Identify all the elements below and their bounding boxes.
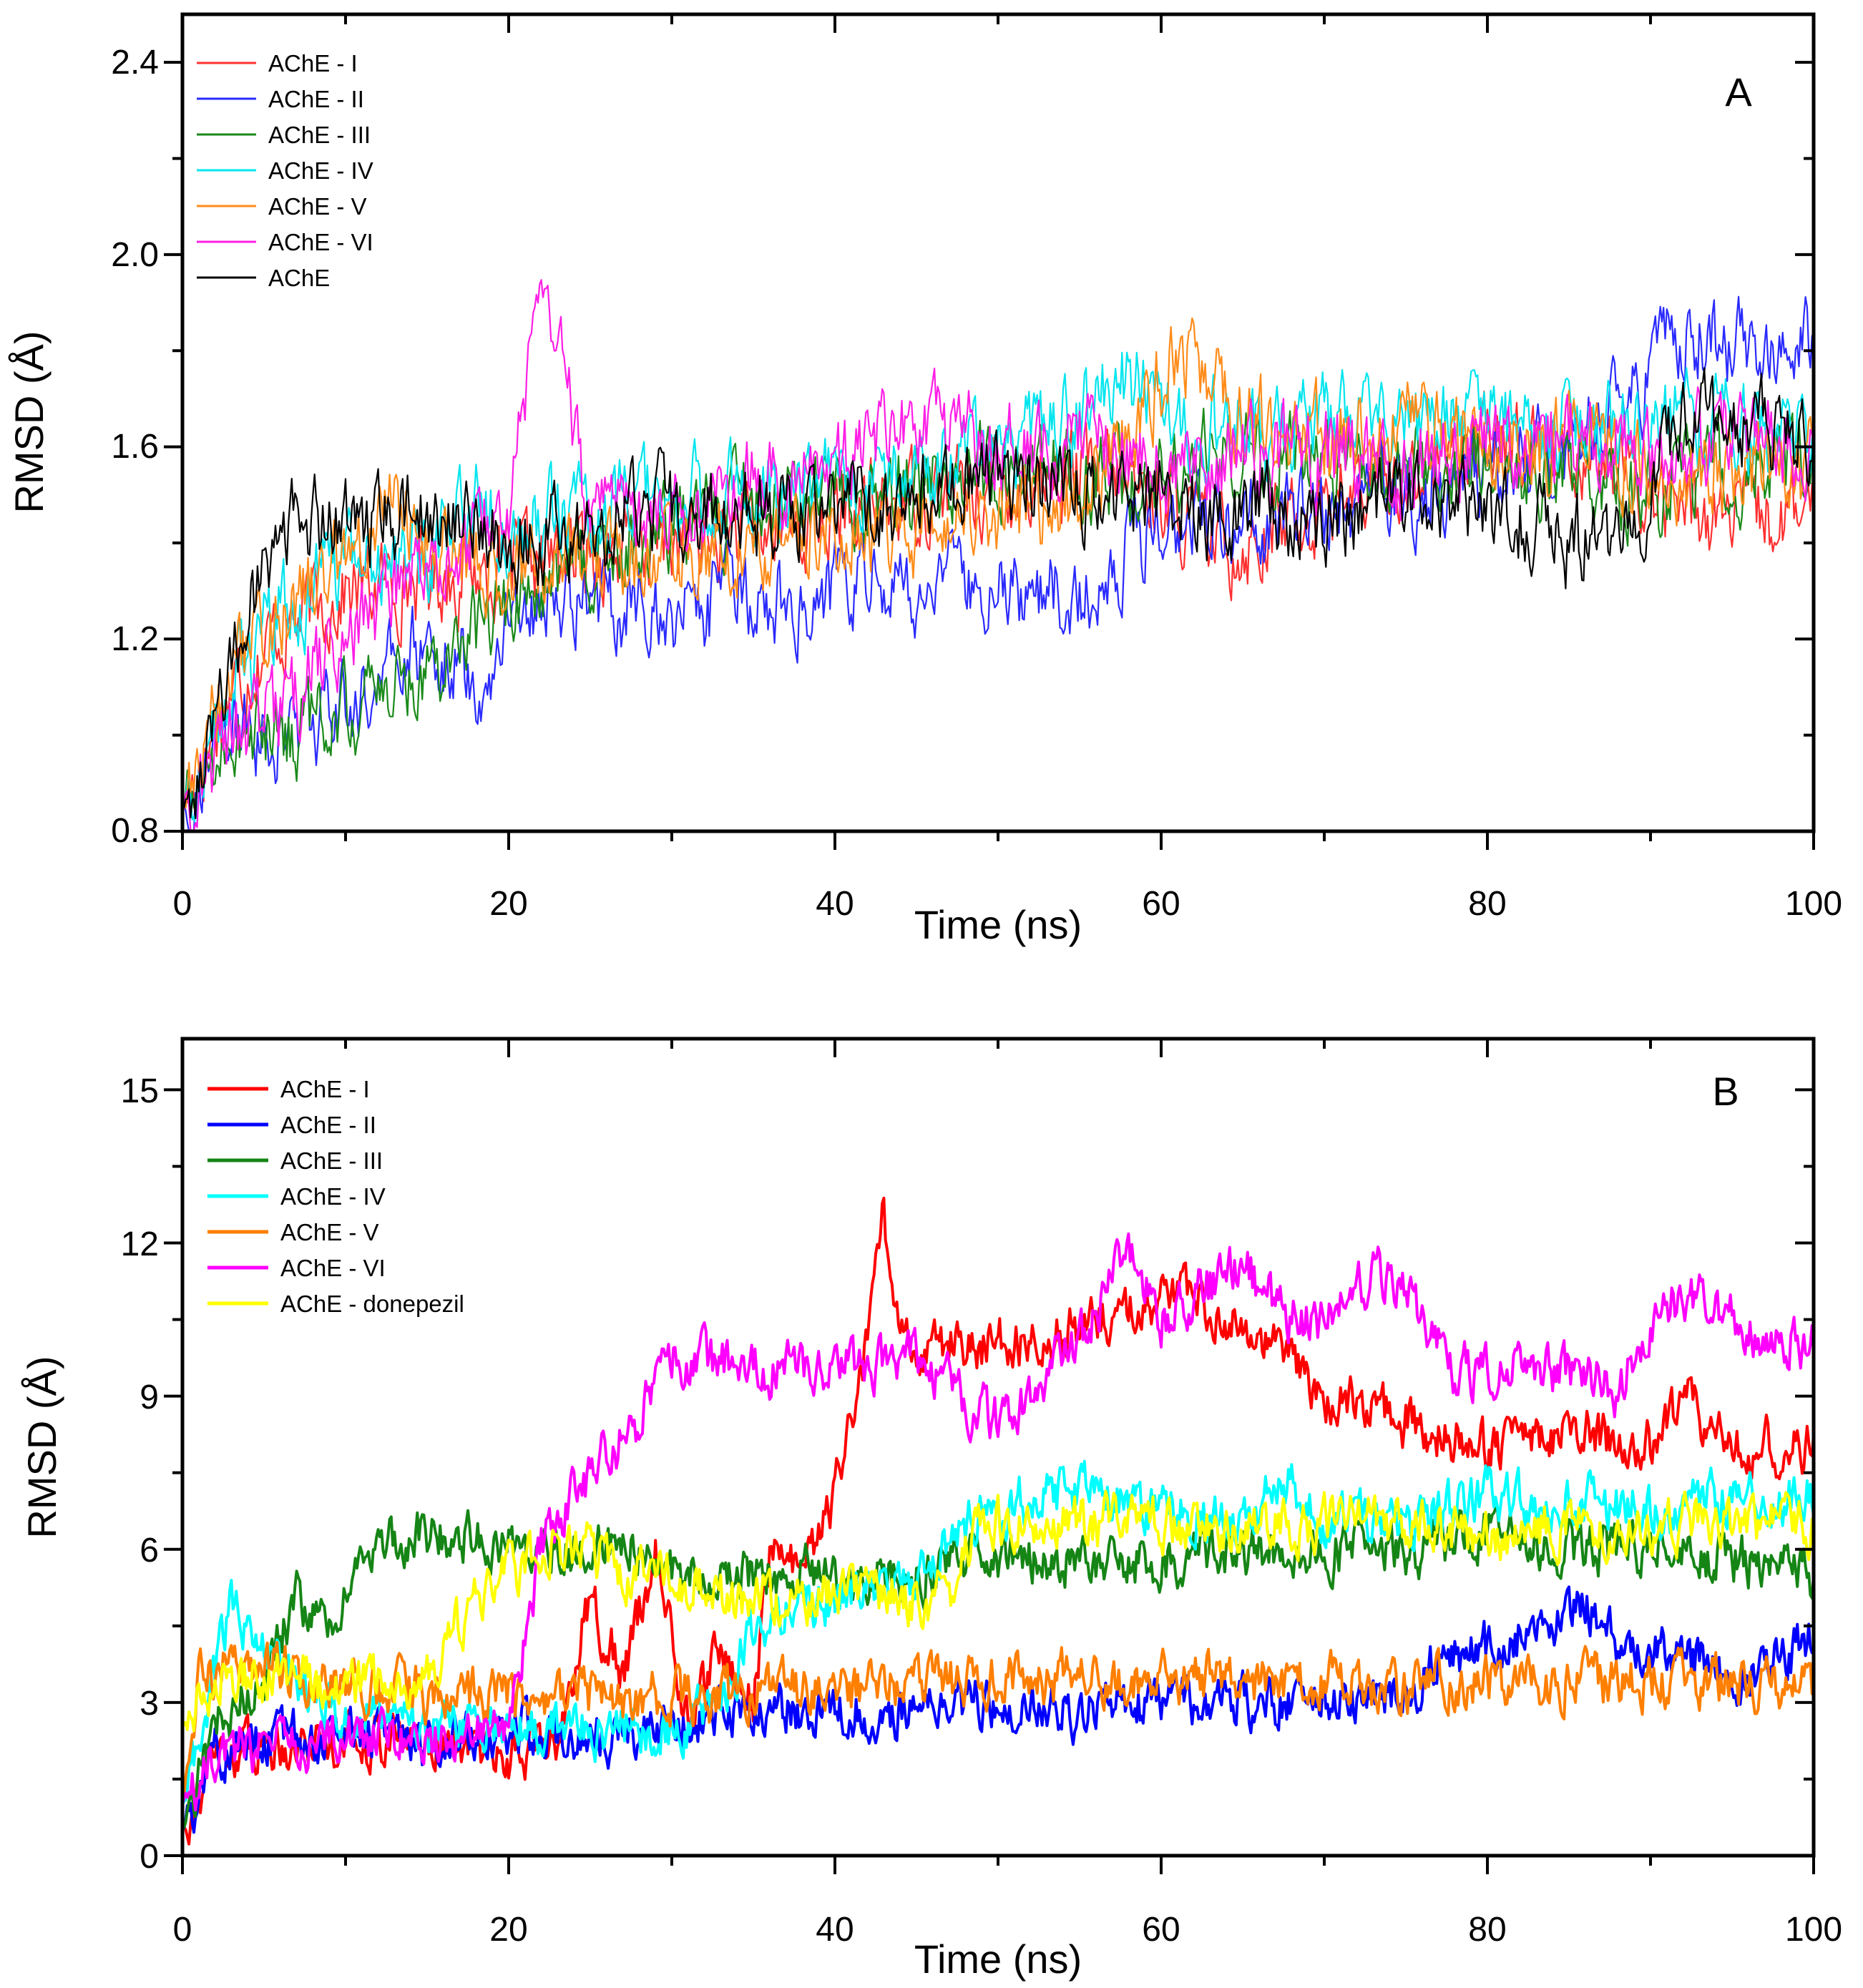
legend-entry: AChE xyxy=(197,265,330,291)
legend-entry: AChE - II xyxy=(207,1112,376,1138)
panel-b-y-tick-labels: 0 3 6 9 12 15 xyxy=(121,1072,159,1876)
series-line-ache xyxy=(182,367,1815,820)
legend-label: AChE - III xyxy=(280,1147,383,1174)
panel-a-x-tick-label: 60 xyxy=(1142,885,1180,923)
panel-b-x-tick-label: 40 xyxy=(816,1911,854,1949)
panel-b-x-tick-label: 100 xyxy=(1785,1911,1842,1949)
legend-entry: AChE - IV xyxy=(207,1183,386,1210)
series-line-ache-vi xyxy=(181,1232,1815,1812)
panel-b-y-axis-label: RMSD (Å) xyxy=(19,1356,64,1538)
panel-a-x-axis-label: Time (ns) xyxy=(914,902,1082,947)
panel-a-y-tick-label: 1.2 xyxy=(111,620,159,658)
panel-b-series xyxy=(181,1196,1815,1846)
panel-a: 0.8 1.2 1.6 2.0 2.4 0 20 40 60 80 100 Ti… xyxy=(6,12,1842,947)
legend-entry: AChE - III xyxy=(197,122,371,148)
legend-label: AChE - II xyxy=(280,1112,376,1138)
legend-entry: AChE - I xyxy=(197,50,358,77)
legend-label: AChE - I xyxy=(280,1076,370,1102)
series-line-ache-i xyxy=(181,1196,1815,1846)
panel-a-y-tick-label: 0.8 xyxy=(111,812,159,850)
panel-b: 0 3 6 9 12 15 0 20 40 60 80 100 Time (ns… xyxy=(19,1037,1842,1982)
legend-entry: AChE - III xyxy=(207,1147,383,1174)
legend-entry: AChE - IV xyxy=(197,157,373,184)
panel-a-legend: AChE - I AChE - II AChE - III AChE - IV … xyxy=(197,50,373,291)
series-line-ache-iii xyxy=(181,1506,1815,1831)
panel-b-y-tick-label: 3 xyxy=(140,1685,159,1723)
panel-a-x-tick-label: 40 xyxy=(816,885,854,923)
legend-label: AChE - II xyxy=(268,86,364,112)
legend-label: AChE - V xyxy=(268,193,367,220)
legend-entry: AChE - donepezil xyxy=(207,1291,464,1317)
legend-entry: AChE - V xyxy=(207,1219,379,1245)
legend-label: AChE - IV xyxy=(268,157,373,184)
series-line-ache-donepezil xyxy=(181,1489,1815,1733)
legend-label: AChE - VI xyxy=(280,1255,386,1281)
panel-b-y-tick-label: 6 xyxy=(140,1532,159,1570)
panel-a-y-tick-labels: 0.8 1.2 1.6 2.0 2.4 xyxy=(111,44,159,850)
series-line-ache-v xyxy=(182,317,1815,809)
series-line-ache-v xyxy=(181,1640,1815,1805)
legend-entry: AChE - I xyxy=(207,1076,370,1102)
panel-a-y-tick-label: 2.0 xyxy=(111,236,159,274)
panel-b-ticks xyxy=(164,1039,1815,1874)
panel-a-x-tick-label: 20 xyxy=(489,885,527,923)
legend-label: AChE - IV xyxy=(280,1183,386,1210)
panel-b-y-tick-label: 12 xyxy=(121,1225,159,1263)
panel-a-y-tick-label: 1.6 xyxy=(111,428,159,466)
panel-b-x-tick-label: 60 xyxy=(1142,1911,1180,1949)
legend-label: AChE - V xyxy=(280,1219,379,1245)
panel-b-legend: AChE - I AChE - II AChE - III AChE - IV … xyxy=(207,1076,464,1317)
panel-b-x-tick-labels: 0 20 40 60 80 100 xyxy=(173,1911,1842,1949)
legend-label: AChE - I xyxy=(268,50,358,77)
panel-a-x-tick-label: 100 xyxy=(1785,885,1842,923)
series-line-ache-vi xyxy=(182,279,1815,833)
legend-entry: AChE - II xyxy=(197,86,364,112)
panel-b-x-tick-label: 80 xyxy=(1468,1911,1506,1949)
panel-b-x-tick-label: 0 xyxy=(173,1911,192,1949)
panel-a-x-tick-label: 80 xyxy=(1468,885,1506,923)
panel-b-y-tick-label: 15 xyxy=(121,1072,159,1110)
panel-a-label: A xyxy=(1725,69,1752,114)
legend-entry: AChE - V xyxy=(197,193,367,220)
legend-label: AChE - III xyxy=(268,122,371,148)
legend-entry: AChE - VI xyxy=(197,229,373,255)
panel-a-y-tick-label: 2.4 xyxy=(111,44,159,82)
panel-b-y-tick-label: 0 xyxy=(140,1838,159,1876)
legend-label: AChE xyxy=(268,265,330,291)
panel-b-label: B xyxy=(1712,1069,1739,1114)
panel-a-series xyxy=(181,279,1815,833)
legend-label: AChE - VI xyxy=(268,229,373,255)
panel-b-x-axis-label: Time (ns) xyxy=(914,1936,1082,1982)
legend-label: AChE - donepezil xyxy=(280,1291,464,1317)
panel-a-ticks xyxy=(164,14,1815,850)
panel-b-x-tick-label: 20 xyxy=(489,1911,527,1949)
panel-a-y-axis-label: RMSD (Å) xyxy=(6,330,52,513)
panel-b-y-tick-label: 9 xyxy=(140,1379,159,1416)
panel-a-x-tick-labels: 0 20 40 60 80 100 xyxy=(173,885,1842,923)
panel-a-x-tick-label: 0 xyxy=(173,885,192,923)
legend-entry: AChE - VI xyxy=(207,1255,386,1281)
